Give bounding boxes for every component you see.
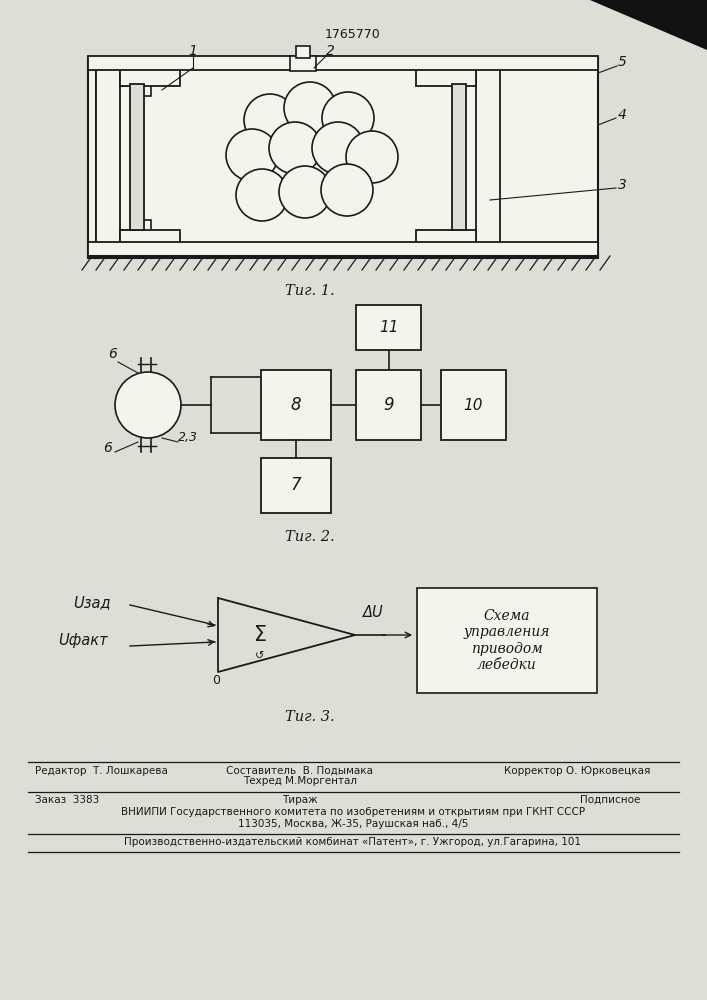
Bar xyxy=(118,230,136,250)
Circle shape xyxy=(236,169,288,221)
Bar xyxy=(130,84,144,230)
Polygon shape xyxy=(590,0,707,50)
Circle shape xyxy=(321,164,373,216)
Circle shape xyxy=(279,166,331,218)
Text: ВНИИПИ Государственного комитета по изобретениям и открытиям при ГКНТ СССР: ВНИИПИ Государственного комитета по изоб… xyxy=(121,807,585,817)
Bar xyxy=(136,82,151,96)
Bar xyxy=(88,242,598,256)
Bar xyxy=(120,64,180,86)
Text: 6: 6 xyxy=(103,441,112,455)
Bar xyxy=(452,84,466,230)
Bar xyxy=(290,56,316,71)
Circle shape xyxy=(322,92,374,144)
Circle shape xyxy=(269,122,321,174)
Text: 0: 0 xyxy=(212,674,220,687)
Bar xyxy=(88,56,598,70)
Circle shape xyxy=(312,122,364,174)
Text: $\Sigma$: $\Sigma$ xyxy=(253,625,267,645)
Text: Корректор О. Юрковецкая: Корректор О. Юрковецкая xyxy=(503,766,650,776)
Text: ΔU: ΔU xyxy=(363,605,384,620)
Text: 2,3: 2,3 xyxy=(178,431,198,444)
Text: Подписное: Подписное xyxy=(580,795,641,805)
Bar xyxy=(96,64,120,252)
Bar xyxy=(476,64,500,252)
Text: 10: 10 xyxy=(464,397,484,412)
Text: Тираж: Тираж xyxy=(282,795,318,805)
Bar xyxy=(416,230,476,252)
Text: Τиг. 2.: Τиг. 2. xyxy=(285,530,335,544)
Text: 3: 3 xyxy=(618,178,627,192)
Bar xyxy=(261,370,331,440)
Bar xyxy=(120,230,180,252)
Text: $\circlearrowleft$: $\circlearrowleft$ xyxy=(252,650,264,660)
Text: 4: 4 xyxy=(618,108,627,122)
Text: Uфакт: Uфакт xyxy=(58,633,107,648)
Text: Uзад: Uзад xyxy=(73,595,110,610)
Text: 5: 5 xyxy=(618,55,627,69)
Circle shape xyxy=(244,94,296,146)
Circle shape xyxy=(284,82,336,134)
Text: 1765770: 1765770 xyxy=(325,28,381,41)
Text: Редактор  Т. Лошкарева: Редактор Т. Лошкарева xyxy=(35,766,168,776)
Text: 9: 9 xyxy=(383,396,394,414)
Bar xyxy=(96,66,118,250)
Bar xyxy=(356,370,421,440)
Bar xyxy=(441,370,506,440)
Circle shape xyxy=(226,129,278,181)
Text: Схема
управления
приводом
лебедки: Схема управления приводом лебедки xyxy=(464,609,550,672)
Text: Заказ  3383: Заказ 3383 xyxy=(35,795,99,805)
Text: 2: 2 xyxy=(325,44,334,58)
Circle shape xyxy=(115,372,181,438)
Text: Τиг. 3.: Τиг. 3. xyxy=(285,710,335,724)
Text: Производственно-издательский комбинат «Патент», г. Ужгород, ул.Гагарина, 101: Производственно-издательский комбинат «П… xyxy=(124,837,581,847)
Text: Τиг. 1.: Τиг. 1. xyxy=(285,284,335,298)
Bar xyxy=(356,305,421,350)
Bar xyxy=(136,220,151,232)
Text: Составитель  В. Подымака: Составитель В. Подымака xyxy=(226,766,373,776)
Bar xyxy=(118,66,136,86)
Text: Техред М.Моргентал: Техред М.Моргентал xyxy=(243,776,357,786)
Text: 7: 7 xyxy=(291,477,301,494)
Text: 113035, Москва, Ж-35, Раушская наб., 4/5: 113035, Москва, Ж-35, Раушская наб., 4/5 xyxy=(238,819,468,829)
Text: 6: 6 xyxy=(109,347,117,361)
Bar xyxy=(416,64,476,86)
Text: 11: 11 xyxy=(379,320,398,335)
Bar xyxy=(261,458,331,513)
Bar xyxy=(296,46,310,58)
Text: 1: 1 xyxy=(189,44,197,58)
Text: 8: 8 xyxy=(291,396,301,414)
Bar xyxy=(88,58,598,258)
Circle shape xyxy=(346,131,398,183)
Bar xyxy=(417,588,597,693)
